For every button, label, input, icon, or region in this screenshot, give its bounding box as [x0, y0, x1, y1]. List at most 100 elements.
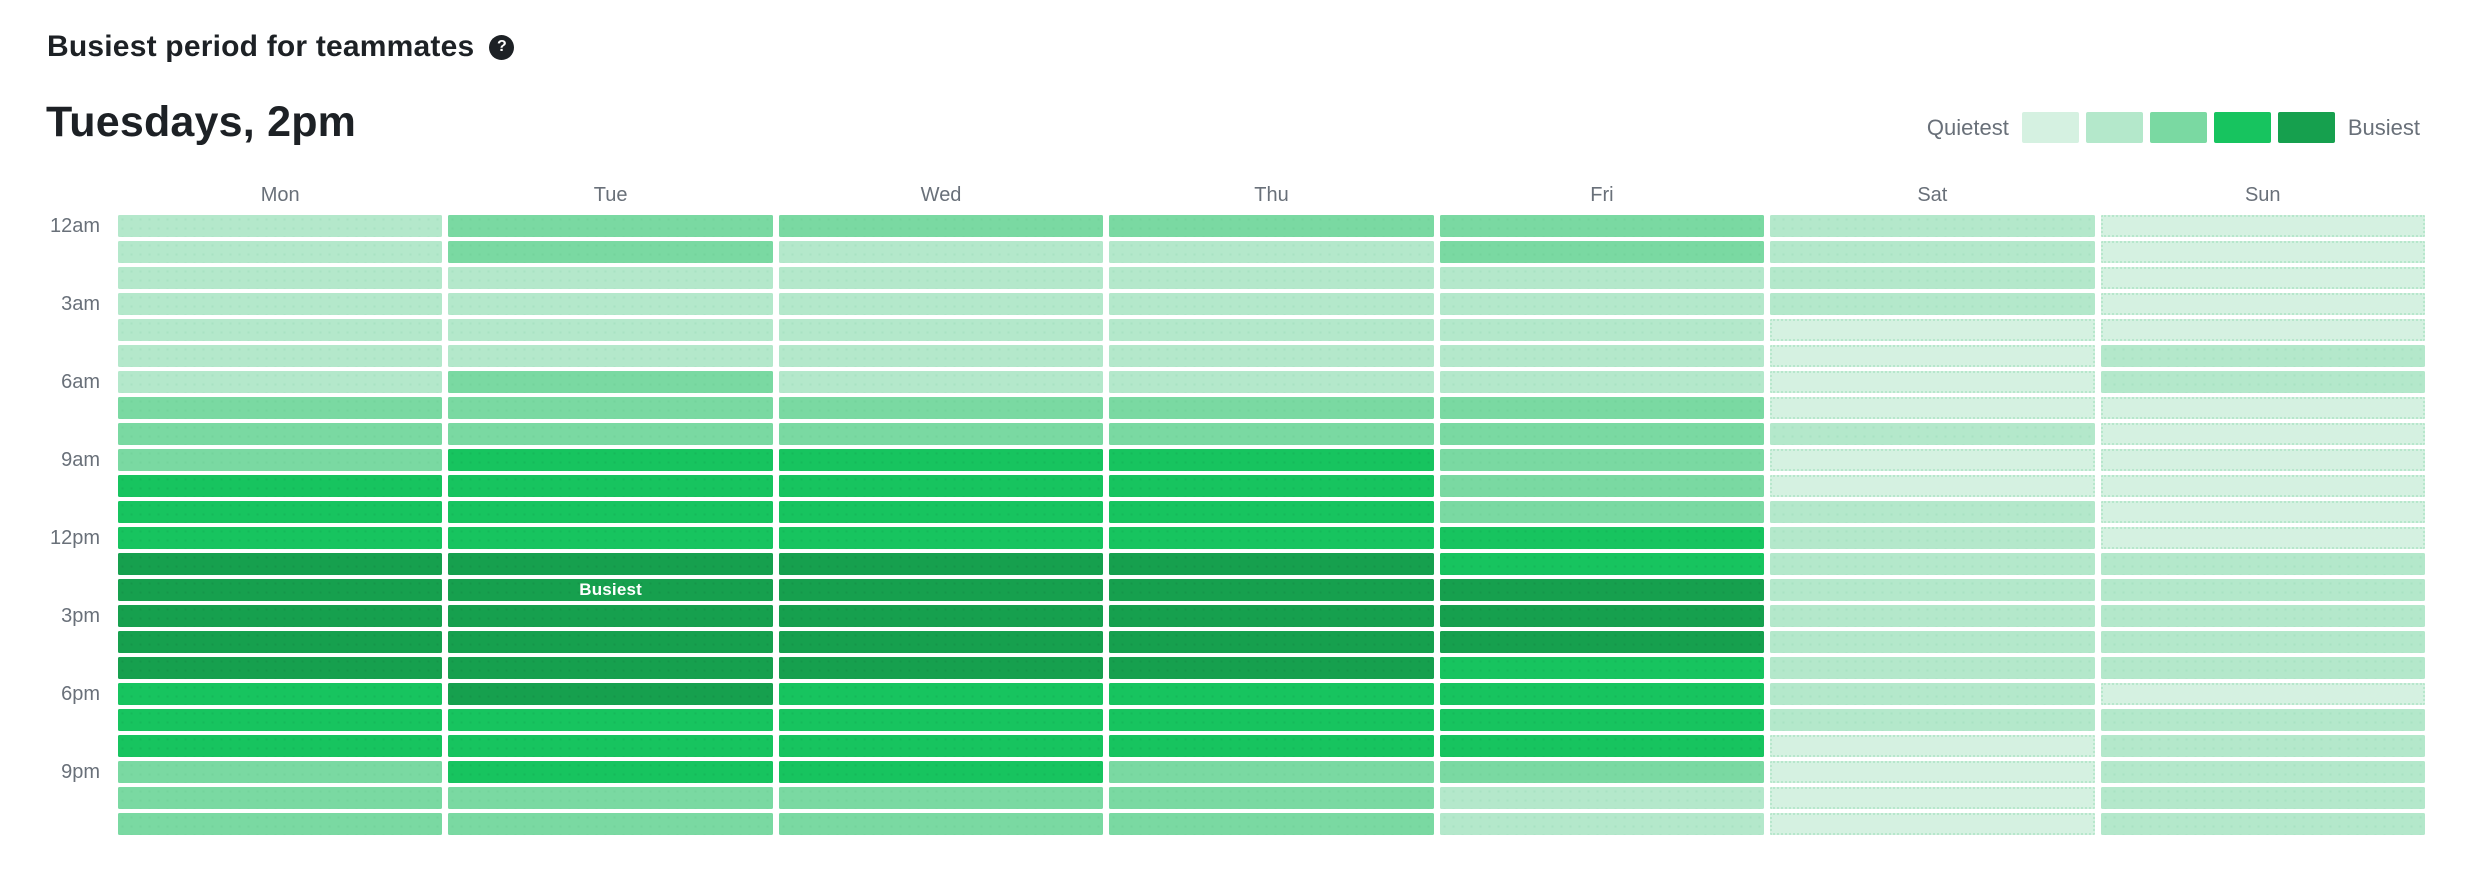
heatmap-cell-thu-10pm[interactable] — [1109, 787, 1434, 809]
heatmap-cell-thu-7pm[interactable] — [1109, 709, 1434, 731]
heatmap-cell-thu-7am[interactable] — [1109, 397, 1434, 419]
heatmap-cell-tue-6am[interactable] — [448, 371, 773, 393]
heatmap-cell-tue-5pm[interactable] — [448, 657, 773, 679]
heatmap-cell-sun-11am[interactable] — [2100, 501, 2425, 523]
heatmap-cell-mon-8am[interactable] — [118, 423, 443, 445]
heatmap-cell-fri-3pm[interactable] — [1439, 605, 1765, 627]
heatmap-cell-tue-8am[interactable] — [448, 423, 773, 445]
heatmap-cell-tue-8pm[interactable] — [448, 735, 773, 757]
heatmap-cell-thu-12am[interactable] — [1109, 215, 1434, 237]
heatmap-cell-mon-12am[interactable] — [118, 215, 443, 237]
heatmap-cell-wed-6pm[interactable] — [778, 683, 1104, 705]
heatmap-cell-tue-1pm[interactable] — [448, 553, 773, 575]
heatmap-cell-thu-2am[interactable] — [1109, 267, 1434, 289]
heatmap-cell-tue-10am[interactable] — [448, 475, 773, 497]
heatmap-cell-thu-1pm[interactable] — [1109, 553, 1434, 575]
heatmap-cell-thu-9am[interactable] — [1109, 449, 1434, 471]
heatmap-cell-sat-4am[interactable] — [1770, 319, 2095, 341]
heatmap-cell-fri-7am[interactable] — [1439, 397, 1765, 419]
heatmap-cell-sun-4am[interactable] — [2100, 319, 2425, 341]
heatmap-cell-thu-9pm[interactable] — [1109, 761, 1434, 783]
heatmap-cell-mon-3pm[interactable] — [118, 605, 443, 627]
heatmap-cell-sun-5am[interactable] — [2100, 345, 2425, 367]
heatmap-cell-thu-10am[interactable] — [1109, 475, 1434, 497]
heatmap-cell-mon-2pm[interactable] — [118, 579, 443, 601]
heatmap-cell-sat-2am[interactable] — [1770, 267, 2095, 289]
heatmap-cell-thu-8pm[interactable] — [1109, 735, 1434, 757]
heatmap-cell-sat-7pm[interactable] — [1770, 709, 2095, 731]
heatmap-cell-sat-5pm[interactable] — [1770, 657, 2095, 679]
heatmap-cell-sun-8am[interactable] — [2100, 423, 2425, 445]
heatmap-cell-sun-1pm[interactable] — [2100, 553, 2425, 575]
heatmap-cell-fri-4am[interactable] — [1439, 319, 1765, 341]
heatmap-cell-thu-12pm[interactable] — [1109, 527, 1434, 549]
heatmap-cell-sat-6pm[interactable] — [1770, 683, 2095, 705]
heatmap-cell-tue-6pm[interactable] — [448, 683, 773, 705]
heatmap-cell-mon-7pm[interactable] — [118, 709, 443, 731]
heatmap-cell-sun-7pm[interactable] — [2100, 709, 2425, 731]
heatmap-cell-sat-6am[interactable] — [1770, 371, 2095, 393]
heatmap-cell-fri-2am[interactable] — [1439, 267, 1765, 289]
heatmap-cell-sun-7am[interactable] — [2100, 397, 2425, 419]
heatmap-cell-wed-7pm[interactable] — [778, 709, 1104, 731]
heatmap-cell-sat-10pm[interactable] — [1770, 787, 2095, 809]
heatmap-cell-thu-4pm[interactable] — [1109, 631, 1434, 653]
heatmap-cell-tue-10pm[interactable] — [448, 787, 773, 809]
heatmap-cell-thu-6pm[interactable] — [1109, 683, 1434, 705]
heatmap-cell-fri-9pm[interactable] — [1439, 761, 1765, 783]
heatmap-cell-wed-3pm[interactable] — [778, 605, 1104, 627]
heatmap-cell-sun-6pm[interactable] — [2100, 683, 2425, 705]
heatmap-cell-fri-5pm[interactable] — [1439, 657, 1765, 679]
heatmap-cell-wed-2pm[interactable] — [778, 579, 1104, 601]
heatmap-cell-tue-2pm[interactable]: Busiest — [448, 579, 773, 601]
heatmap-cell-sun-9pm[interactable] — [2100, 761, 2425, 783]
heatmap-cell-wed-7am[interactable] — [778, 397, 1104, 419]
heatmap-cell-mon-4am[interactable] — [118, 319, 443, 341]
heatmap-cell-sun-8pm[interactable] — [2100, 735, 2425, 757]
heatmap-cell-mon-1am[interactable] — [118, 241, 443, 263]
heatmap-cell-fri-12pm[interactable] — [1439, 527, 1765, 549]
heatmap-cell-wed-8am[interactable] — [778, 423, 1104, 445]
heatmap-cell-sun-2pm[interactable] — [2100, 579, 2425, 601]
heatmap-cell-tue-9pm[interactable] — [448, 761, 773, 783]
heatmap-cell-wed-3am[interactable] — [778, 293, 1104, 315]
heatmap-cell-fri-7pm[interactable] — [1439, 709, 1765, 731]
heatmap-cell-fri-8pm[interactable] — [1439, 735, 1765, 757]
heatmap-cell-wed-6am[interactable] — [778, 371, 1104, 393]
heatmap-cell-sat-11am[interactable] — [1770, 501, 2095, 523]
heatmap-cell-thu-2pm[interactable] — [1109, 579, 1434, 601]
heatmap-cell-sun-2am[interactable] — [2100, 267, 2425, 289]
heatmap-cell-mon-6pm[interactable] — [118, 683, 443, 705]
heatmap-cell-wed-4pm[interactable] — [778, 631, 1104, 653]
heatmap-cell-mon-10pm[interactable] — [118, 787, 443, 809]
heatmap-cell-sun-9am[interactable] — [2100, 449, 2425, 471]
heatmap-cell-sat-11pm[interactable] — [1770, 813, 2095, 835]
heatmap-cell-thu-5am[interactable] — [1109, 345, 1434, 367]
heatmap-cell-fri-2pm[interactable] — [1439, 579, 1765, 601]
heatmap-cell-tue-12pm[interactable] — [448, 527, 773, 549]
heatmap-cell-fri-4pm[interactable] — [1439, 631, 1765, 653]
heatmap-cell-sun-6am[interactable] — [2100, 371, 2425, 393]
heatmap-cell-fri-5am[interactable] — [1439, 345, 1765, 367]
heatmap-cell-mon-9am[interactable] — [118, 449, 443, 471]
heatmap-cell-sat-10am[interactable] — [1770, 475, 2095, 497]
heatmap-cell-mon-8pm[interactable] — [118, 735, 443, 757]
heatmap-cell-thu-4am[interactable] — [1109, 319, 1434, 341]
heatmap-cell-tue-4pm[interactable] — [448, 631, 773, 653]
heatmap-cell-sun-3pm[interactable] — [2100, 605, 2425, 627]
heatmap-cell-fri-1am[interactable] — [1439, 241, 1765, 263]
heatmap-cell-mon-9pm[interactable] — [118, 761, 443, 783]
heatmap-cell-mon-2am[interactable] — [118, 267, 443, 289]
heatmap-cell-tue-7am[interactable] — [448, 397, 773, 419]
heatmap-cell-mon-12pm[interactable] — [118, 527, 443, 549]
heatmap-cell-tue-12am[interactable] — [448, 215, 773, 237]
heatmap-cell-sun-4pm[interactable] — [2100, 631, 2425, 653]
heatmap-cell-wed-11am[interactable] — [778, 501, 1104, 523]
heatmap-cell-sat-9am[interactable] — [1770, 449, 2095, 471]
heatmap-cell-sun-10pm[interactable] — [2100, 787, 2425, 809]
heatmap-cell-thu-5pm[interactable] — [1109, 657, 1434, 679]
heatmap-cell-wed-10am[interactable] — [778, 475, 1104, 497]
heatmap-cell-sat-2pm[interactable] — [1770, 579, 2095, 601]
heatmap-cell-sat-1am[interactable] — [1770, 241, 2095, 263]
heatmap-cell-sat-9pm[interactable] — [1770, 761, 2095, 783]
